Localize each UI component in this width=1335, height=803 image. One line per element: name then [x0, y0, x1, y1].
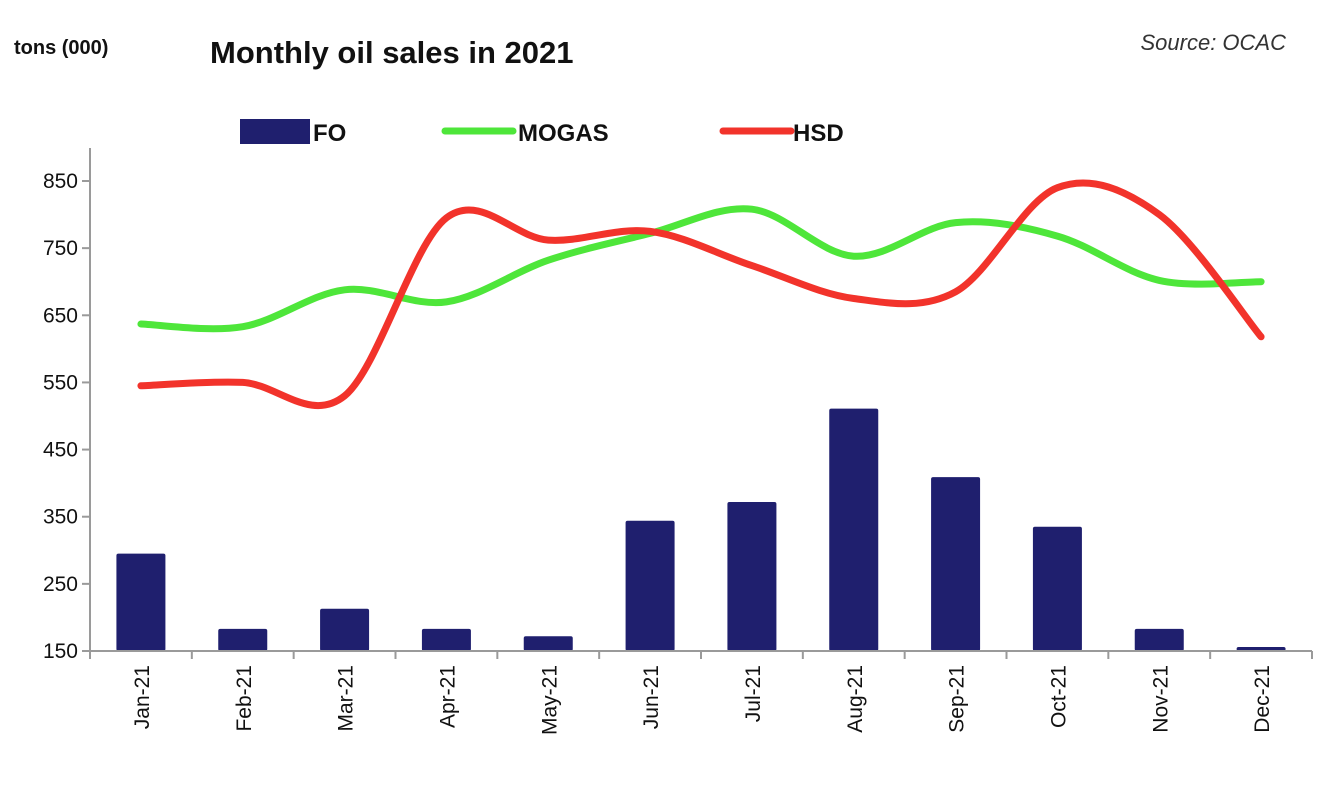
- legend-label-mogas: MOGAS: [518, 120, 609, 147]
- fo-bar: [116, 553, 166, 651]
- x-tick-label: Sep-21: [946, 665, 969, 733]
- y-tick-label: 850: [43, 170, 78, 193]
- fo-bar: [1134, 628, 1184, 651]
- y-unit-label: tons (000): [14, 37, 108, 59]
- x-tick-label: Jan-21: [131, 665, 154, 729]
- x-axis-ticks: Jan-21 Feb-21 Mar-21 Apr-21 May-21 Jun-21 Jul-…: [89, 651, 1313, 735]
- fo-bar: [625, 520, 675, 651]
- legend-label-hsd: HSD: [793, 120, 844, 147]
- x-tick-label: Jul-21: [742, 665, 765, 722]
- source-note: Source: OCAC: [1141, 30, 1287, 55]
- y-tick-label: 550: [43, 371, 78, 394]
- x-tick-label: Jun-21: [640, 665, 663, 729]
- fo-bar: [1236, 646, 1286, 651]
- fo-bar: [727, 501, 777, 651]
- x-tick-label: Nov-21: [1149, 665, 1172, 733]
- x-tick-label: Mar-21: [335, 665, 358, 732]
- x-tick-label: Feb-21: [233, 665, 256, 732]
- y-tick-label: 750: [43, 237, 78, 260]
- y-axis-ticks: 150 250 350 450 550 650 750 850: [43, 170, 90, 663]
- y-tick-label: 250: [43, 573, 78, 596]
- chart-title: Monthly oil sales in 2021: [210, 35, 574, 70]
- x-tick-label: Oct-21: [1047, 665, 1070, 728]
- legend-label-fo: FO: [313, 120, 346, 147]
- fo-bar: [218, 628, 268, 651]
- hsd-line: [137, 179, 1265, 410]
- fo-bars: [116, 408, 1286, 651]
- fo-bar: [523, 636, 573, 651]
- y-tick-label: 350: [43, 506, 78, 529]
- y-tick-label: 150: [43, 640, 78, 663]
- line-series: [137, 179, 1265, 410]
- x-tick-label: Apr-21: [436, 665, 459, 728]
- fo-bar: [1032, 526, 1082, 651]
- mogas-line: [137, 205, 1265, 333]
- x-tick-label: Aug-21: [844, 665, 867, 733]
- x-tick-label: Dec-21: [1251, 665, 1274, 733]
- y-tick-label: 650: [43, 304, 78, 327]
- y-tick-label: 450: [43, 439, 78, 462]
- fo-bar: [320, 608, 370, 651]
- legend-swatch-fo: [240, 119, 310, 144]
- x-tick-label: May-21: [538, 665, 561, 735]
- fo-bar: [829, 408, 879, 651]
- fo-bar: [931, 477, 981, 651]
- legend: FO MOGAS HSD: [240, 119, 844, 147]
- fo-bar: [421, 628, 471, 651]
